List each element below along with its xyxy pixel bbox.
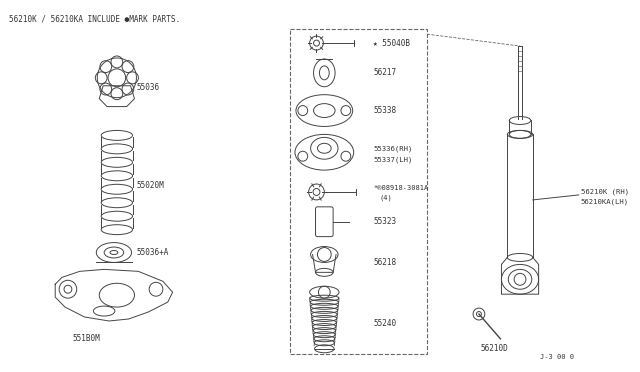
Text: 56217: 56217 bbox=[373, 68, 396, 77]
Text: 56210KA(LH): 56210KA(LH) bbox=[580, 199, 629, 205]
Text: (4): (4) bbox=[379, 195, 392, 201]
Text: 56218: 56218 bbox=[373, 258, 396, 267]
Text: 55020M: 55020M bbox=[136, 180, 164, 189]
Text: 55036+A: 55036+A bbox=[136, 248, 169, 257]
Text: *®08918-3081A: *®08918-3081A bbox=[373, 185, 429, 191]
Text: 56210K / 56210KA INCLUDE ●MARK PARTS.: 56210K / 56210KA INCLUDE ●MARK PARTS. bbox=[9, 15, 180, 24]
Text: J-3 00 0: J-3 00 0 bbox=[540, 354, 573, 360]
Text: 56210K (RH): 56210K (RH) bbox=[580, 189, 629, 195]
Text: 55336(RH): 55336(RH) bbox=[373, 145, 413, 151]
Text: 551B0M: 551B0M bbox=[73, 334, 100, 343]
Text: 55323: 55323 bbox=[373, 217, 396, 226]
Bar bbox=[290, 29, 427, 354]
Text: 55337(LH): 55337(LH) bbox=[373, 157, 413, 163]
Text: ★ 55040B: ★ 55040B bbox=[373, 39, 410, 48]
Text: 55240: 55240 bbox=[373, 320, 396, 328]
Text: 55338: 55338 bbox=[373, 106, 396, 115]
Text: 55036: 55036 bbox=[136, 83, 159, 92]
Text: 56210D: 56210D bbox=[481, 344, 509, 353]
